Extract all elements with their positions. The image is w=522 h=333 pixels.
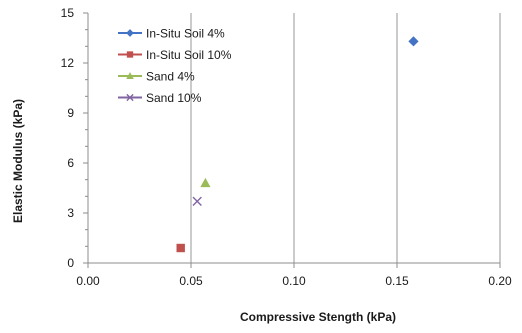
legend-item: In-Situ Soil 4% [118, 27, 225, 41]
legend-item: Sand 10% [118, 91, 202, 105]
data-point-diamond [408, 36, 419, 47]
legend-marker-diamond [126, 29, 134, 37]
data-point-x [192, 196, 202, 207]
legend-label: In-Situ Soil 4% [146, 27, 225, 41]
x-tick-label: 0.20 [488, 274, 512, 288]
x-marker-stroke [126, 93, 134, 102]
legend-label: Sand 10% [146, 91, 202, 105]
y-axis-title: Elastic Modulus (kPa) [11, 99, 25, 223]
x-marker-stroke [192, 196, 202, 207]
y-tick-label: 6 [67, 156, 74, 170]
x-axis-title: Compressive Stength (kPa) [240, 310, 396, 324]
legend-item: Sand 4% [118, 70, 195, 84]
x-tick-label: 0.15 [385, 274, 409, 288]
legend-marker-x [126, 93, 134, 102]
y-tick-label: 12 [61, 56, 75, 70]
y-tick-label: 9 [67, 106, 74, 120]
grid-layer [190, 13, 501, 263]
legend-label: Sand 4% [146, 70, 195, 84]
x-tick-label: 0.05 [179, 274, 203, 288]
legend-label: In-Situ Soil 10% [146, 48, 232, 62]
legend-marker-triangle [126, 72, 134, 80]
legend-marker-square [126, 51, 134, 58]
ticks-layer: 0 3 6 9 12 15 0.00 0.05 0.10 0.15 0.20 [61, 6, 512, 288]
y-tick-label: 15 [61, 6, 75, 20]
points-layer [176, 36, 419, 253]
y-tick-label: 3 [67, 206, 74, 220]
data-point-square [176, 243, 185, 253]
legend-item: In-Situ Soil 10% [118, 48, 232, 62]
x-tick-label: 0.10 [282, 274, 306, 288]
data-point-triangle [200, 177, 211, 188]
legend: In-Situ Soil 4% In-Situ Soil 10% Sand 4% Sa… [118, 27, 232, 105]
y-tick-label: 0 [67, 256, 74, 270]
x-tick-label: 0.00 [76, 274, 100, 288]
